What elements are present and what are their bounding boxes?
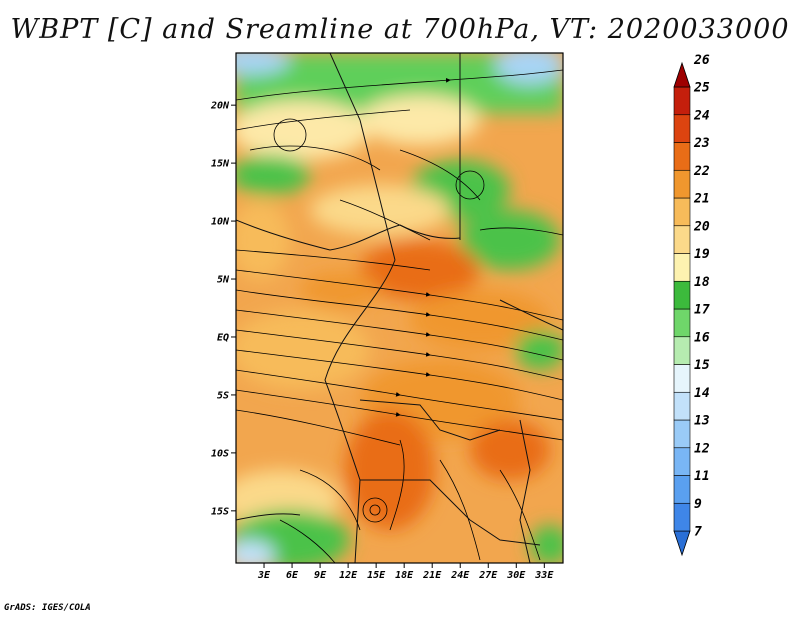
colorbar-label: 11 [694,469,710,484]
colorbar-label: 16 [694,330,710,345]
colorbar-swatch [673,225,691,254]
x-tick-label: 3E [257,570,271,581]
colorbar-label: 24 [693,108,710,123]
colorbar-label: 15 [694,358,710,373]
colorbar-label: 7 [694,525,702,540]
x-tick-label: 30E [506,570,526,581]
x-tick-label: 24E [450,570,470,581]
wbpt-field [236,53,563,563]
y-tick-label: 5N [217,275,230,286]
country-borders [236,53,563,563]
x-tick-label: 6E [286,570,299,581]
map-frame [235,52,564,564]
colorbar-label: 14 [694,386,710,401]
colorbar-label: 12 [694,441,710,456]
colorbar-label: 19 [694,247,710,262]
colorbar-swatch [673,475,691,504]
streamlines [236,69,563,563]
y-tick-label: 20N [210,101,230,112]
colorbar-swatch [673,253,691,282]
colorbar-label: 21 [693,192,710,207]
colorbar-swatch [673,86,691,116]
x-tick-label: 12E [339,570,358,581]
colorbar-label: 18 [694,275,710,290]
colorbar-label: 17 [694,303,710,318]
colorbar-upper-extend [673,61,691,88]
colorbar-label: 20 [693,219,710,234]
x-tick-label: 15E [367,570,386,581]
colorbar-swatch [673,308,691,338]
x-tick-label: 21E [422,570,442,581]
chart-title: WBPT [C] and Sreamline at 700hPa, VT: 20… [10,14,790,45]
y-tick-label: 5S [217,390,229,401]
colorbar-swatch [673,197,691,227]
y-tick-label: 15S [211,506,229,517]
colorbar: 7 9 11 12 13 14 15 16 17 18 19 20 21 22 23 24 25 26 [673,53,710,557]
colorbar-swatch [673,114,691,143]
colorbar-lower-extend [673,530,691,557]
colorbar-label: 9 [694,497,702,512]
colorbar-label: 13 [694,414,710,429]
colorbar-swatch [673,447,691,476]
colorbar-swatch [673,280,691,310]
colorbar-swatch [673,419,691,449]
colorbar-swatch [673,391,691,421]
colorbar-swatch [673,336,691,365]
colorbar-swatch [673,502,691,532]
x-tick-label: 33E [534,570,554,581]
colorbar-swatch [673,142,691,171]
colorbar-label: 23 [693,136,710,151]
colorbar-label: 26 [693,53,710,68]
y-tick-label: 15N [211,159,230,170]
colorbar-label: 22 [693,164,710,179]
x-axis: 3E 6E 9E 12E 15E 18E 21E 24E 27E 30E 33E [257,563,554,581]
colorbar-swatch [673,364,691,393]
y-axis: 20N 15N 10N 5N EQ 5S 10S 15S [210,101,236,517]
colorbar-label: 25 [693,81,710,96]
x-tick-label: 27E [478,570,498,581]
y-tick-label: EQ [217,332,229,343]
colorbar-swatch [673,169,691,199]
grads-credit: GrADS: IGES/COLA [4,603,91,613]
x-tick-label: 18E [395,570,414,581]
x-tick-label: 9E [314,570,327,581]
y-tick-label: 10S [211,448,229,459]
y-tick-label: 10N [211,217,230,228]
